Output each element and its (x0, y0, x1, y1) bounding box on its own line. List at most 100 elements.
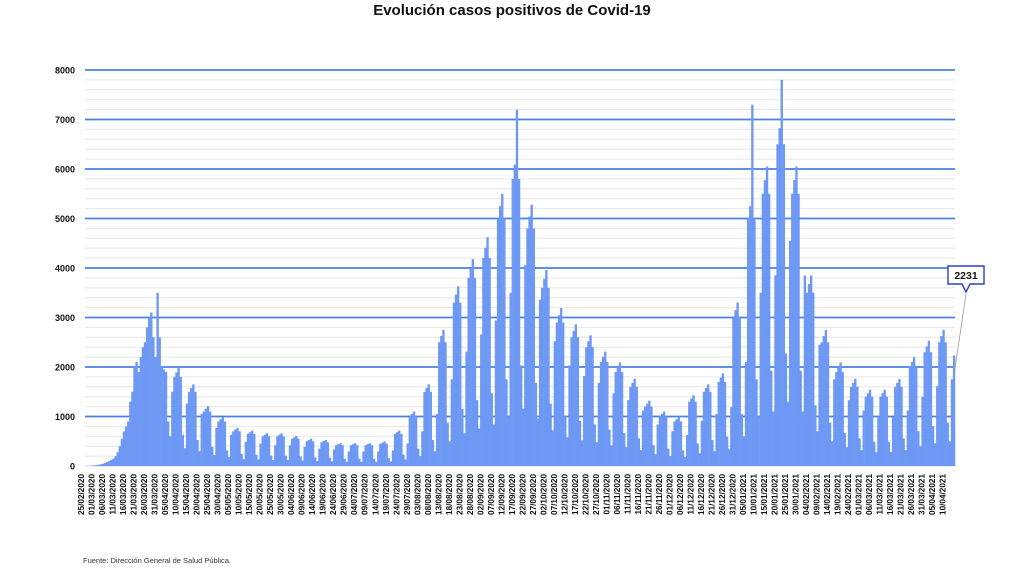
bar (826, 342, 830, 466)
bar (255, 454, 258, 466)
bar (517, 178, 521, 466)
x-tick-label: 28/08/2020 (466, 474, 475, 515)
bar (860, 450, 863, 466)
bar (311, 441, 315, 466)
x-tick-label: 09/07/2020 (361, 474, 370, 515)
bar (404, 459, 407, 466)
bar (675, 419, 678, 466)
bar (297, 438, 300, 466)
bar (936, 386, 939, 466)
bar (438, 342, 441, 466)
bar (402, 454, 405, 466)
bar (946, 422, 949, 466)
bar (343, 458, 346, 466)
bar (278, 434, 281, 466)
bar (541, 287, 544, 466)
x-tick-label: 16/03/2021 (886, 474, 895, 515)
x-tick-label: 21/03/2021 (897, 474, 906, 515)
bar (408, 416, 411, 466)
bar (505, 379, 508, 466)
bar (921, 396, 924, 466)
bar (101, 463, 105, 466)
bar (919, 446, 922, 466)
bar (938, 342, 941, 466)
bar (566, 437, 569, 466)
bar (639, 450, 643, 466)
bar (498, 206, 502, 466)
bar (610, 445, 613, 466)
bar (263, 434, 266, 466)
bar (137, 371, 140, 466)
x-tick-label: 25/04/2020 (203, 474, 212, 515)
bar (200, 414, 203, 466)
bar (324, 439, 327, 466)
x-tick-label: 14/02/2021 (823, 474, 832, 515)
bar (950, 379, 954, 466)
y-axis-ticks: 0 1000 2000 3000 4000 5000 6000 7000 8000 (55, 66, 75, 472)
callout-box (947, 265, 985, 294)
bar (608, 429, 611, 466)
bar (648, 400, 651, 466)
bar (683, 457, 687, 466)
bar (646, 403, 649, 466)
x-tick-label: 10/05/2020 (235, 474, 244, 515)
x-tick-label: 25/02/2020 (77, 474, 86, 515)
bar (606, 362, 609, 466)
bar (562, 322, 565, 466)
x-tick-label: 22/09/2020 (518, 474, 527, 515)
bar (328, 457, 332, 466)
bar (211, 446, 214, 466)
bar (555, 322, 559, 466)
bar (933, 443, 937, 466)
bar (732, 317, 735, 466)
bar (122, 431, 126, 466)
y-tick-label: 0 (70, 462, 75, 472)
bar (414, 416, 418, 466)
bar (572, 330, 575, 466)
bars (85, 79, 956, 467)
bar (770, 370, 773, 466)
bar (776, 144, 779, 466)
bar (925, 346, 928, 466)
bar (410, 414, 414, 466)
x-tick-label: 11/12/2020 (686, 474, 695, 515)
bar (622, 433, 626, 466)
bar (179, 376, 182, 466)
bar (816, 431, 819, 466)
bar (95, 465, 98, 466)
bar (320, 442, 323, 466)
bar (856, 386, 859, 466)
bar (173, 376, 176, 466)
bar (337, 444, 340, 466)
bar (864, 396, 867, 466)
bar (97, 464, 100, 466)
bar (185, 403, 189, 466)
bar (669, 456, 672, 466)
bar (187, 391, 191, 466)
bar (904, 450, 907, 466)
bar (894, 386, 897, 466)
bar (879, 396, 882, 466)
bar (578, 420, 582, 466)
bar (709, 391, 712, 466)
x-tick-label: 06/03/2020 (98, 474, 107, 515)
bar (316, 461, 319, 466)
bar (339, 443, 342, 466)
x-tick-label: 12/09/2020 (497, 474, 506, 515)
bar (251, 430, 254, 466)
x-tick-label: 22/10/2020 (581, 474, 590, 515)
bar (314, 457, 317, 466)
bar (948, 441, 952, 466)
bar (730, 407, 733, 466)
bar (902, 438, 905, 466)
bar (746, 218, 750, 466)
bar (265, 433, 269, 466)
bar (204, 408, 208, 466)
bar (694, 401, 697, 466)
bar (671, 431, 674, 466)
x-tick-label: 30/01/2021 (792, 474, 801, 515)
x-tick-label: 27/10/2020 (592, 474, 601, 515)
bar (559, 308, 563, 466)
bar (576, 337, 580, 466)
bar (847, 400, 851, 466)
